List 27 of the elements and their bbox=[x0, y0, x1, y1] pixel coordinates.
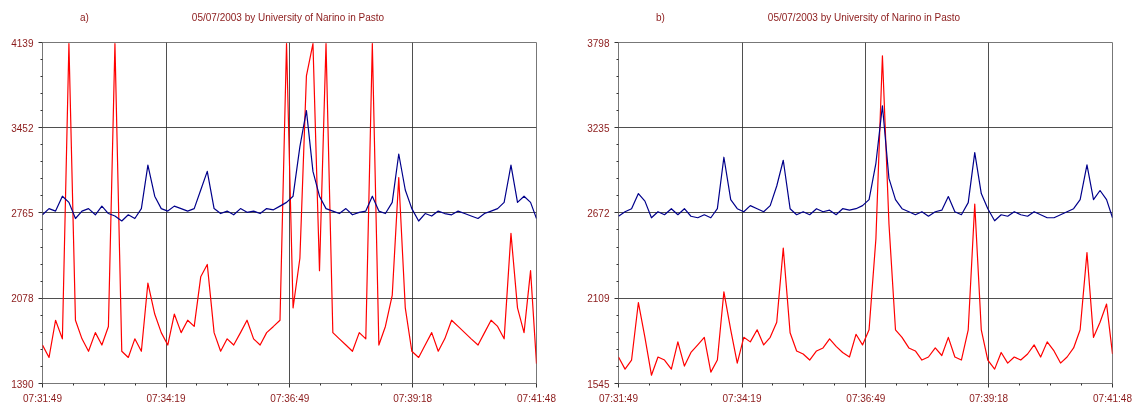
x-tick-label: 07:39:18 bbox=[969, 392, 1009, 403]
y-tick-label: 1545 bbox=[587, 378, 610, 390]
x-tick-label: 07:31:49 bbox=[23, 392, 63, 403]
line-series bbox=[618, 55, 1113, 376]
line-series bbox=[42, 110, 537, 222]
x-tick-label: 07:41:48 bbox=[517, 392, 557, 403]
y-tick-label: 4139 bbox=[11, 37, 34, 49]
x-tick-label: 07:31:49 bbox=[599, 392, 639, 403]
y-tick-label: 2672 bbox=[587, 207, 610, 219]
y-tick-label: 3798 bbox=[587, 37, 610, 49]
chart-title: b) bbox=[656, 11, 665, 25]
x-tick-label: 07:41:48 bbox=[1093, 392, 1133, 403]
chart-subtitle: 05/07/2003 by University of Narino in Pasto bbox=[191, 12, 385, 23]
line-series bbox=[618, 105, 1113, 222]
x-tick-label: 07:34:19 bbox=[722, 392, 762, 403]
chart-subtitle: 05/07/2003 by University of Narino in Pasto bbox=[767, 12, 961, 23]
y-tick-label: 2109 bbox=[587, 293, 610, 305]
y-tick-label: 3452 bbox=[11, 122, 34, 134]
x-tick-label: 07:39:18 bbox=[393, 392, 433, 403]
x-tick-label: 07:34:19 bbox=[146, 392, 186, 403]
chart-title: a) bbox=[80, 11, 89, 25]
x-tick-label: 07:36:49 bbox=[846, 392, 886, 403]
y-tick-label: 2078 bbox=[11, 293, 34, 305]
y-tick-label: 2765 bbox=[11, 207, 34, 219]
y-tick-label: 1390 bbox=[11, 378, 34, 390]
x-tick-label: 07:36:49 bbox=[270, 392, 310, 403]
y-tick-label: 3235 bbox=[587, 122, 610, 134]
